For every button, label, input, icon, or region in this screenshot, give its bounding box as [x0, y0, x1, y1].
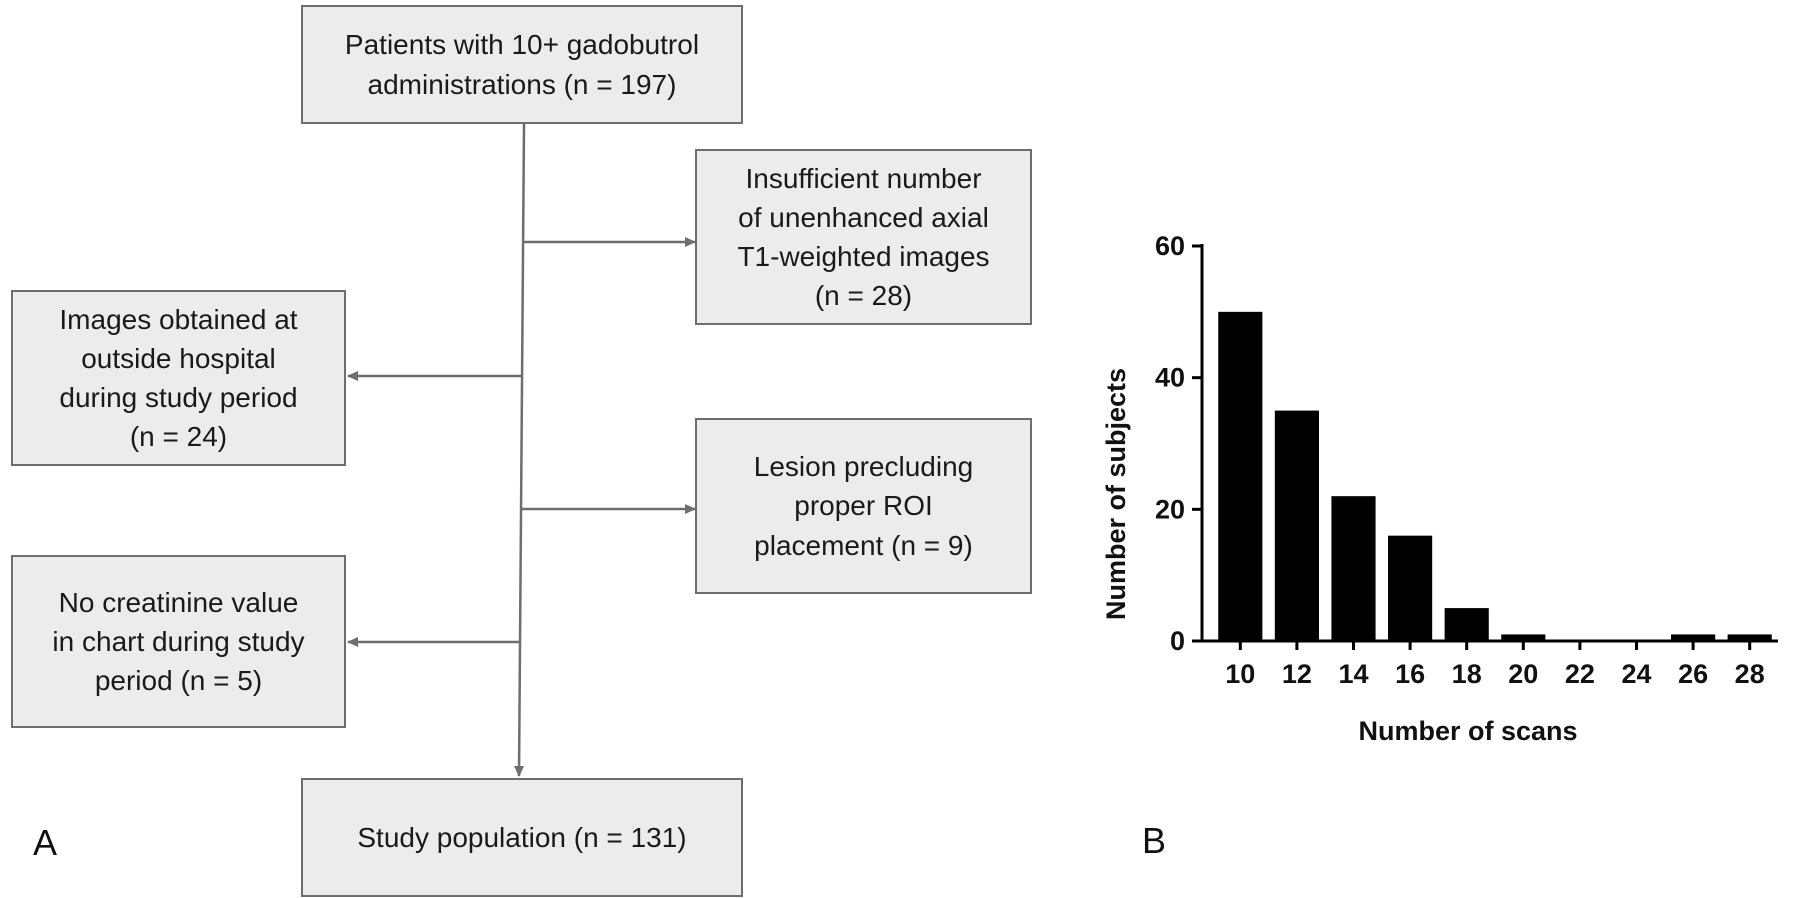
bar-26 — [1671, 634, 1716, 641]
panel-label-a: A — [33, 822, 58, 863]
y-tick-label-20: 20 — [1155, 494, 1185, 524]
x-tick-label-20: 20 — [1508, 659, 1538, 689]
box-final: Study population (n = 131) — [301, 778, 743, 897]
box-exclude-outside-text: Images obtained at outside hospital duri… — [59, 303, 298, 453]
main-vertical-line — [514, 123, 526, 777]
x-tick-label-12: 12 — [1282, 659, 1312, 689]
bar-16 — [1388, 535, 1433, 641]
bar-14 — [1331, 496, 1376, 641]
bar-20 — [1501, 634, 1546, 641]
x-tick-label-28: 28 — [1735, 659, 1765, 689]
bar-12 — [1274, 410, 1319, 641]
bar-18 — [1444, 608, 1489, 641]
x-tick-label-14: 14 — [1338, 659, 1368, 689]
x-tick-label-26: 26 — [1678, 659, 1708, 689]
y-tick-label-40: 40 — [1155, 363, 1185, 393]
box-final-text: Study population (n = 131) — [357, 821, 687, 853]
box-start-text: Patients with 10+ gadobutrol administrat… — [344, 29, 700, 100]
panel-label-b: B — [1142, 820, 1167, 861]
x-tick-label-16: 16 — [1395, 659, 1425, 689]
x-tick-label-18: 18 — [1452, 659, 1482, 689]
box-exclude-t1: Insufficient number of unenhanced axial … — [695, 149, 1032, 325]
box-exclude-creatinine: No creatinine value in chart during stud… — [11, 555, 346, 728]
x-tick-label-24: 24 — [1621, 659, 1651, 689]
box-exclude-outside: Images obtained at outside hospital duri… — [11, 290, 346, 466]
chart-ylabel: Number of subjects — [1101, 368, 1131, 620]
y-tick-label-60: 60 — [1155, 231, 1185, 261]
chart-bars — [1218, 311, 1772, 641]
bar-10 — [1218, 311, 1263, 641]
bar-28 — [1727, 634, 1772, 641]
chart-ticks: 10 12 14 16 18 20 22 24 26 28 0 20 40 60 — [1155, 231, 1765, 689]
x-tick-label-22: 22 — [1565, 659, 1595, 689]
y-tick-label-0: 0 — [1170, 626, 1185, 656]
box-exclude-creatinine-text: No creatinine value in chart during stud… — [52, 586, 305, 697]
box-exclude-lesion: Lesion precluding proper ROI placement (… — [695, 418, 1032, 594]
box-exclude-t1-text: Insufficient number of unenhanced axial … — [737, 162, 990, 312]
x-tick-label-10: 10 — [1225, 659, 1255, 689]
box-exclude-lesion-text: Lesion precluding proper ROI placement (… — [753, 451, 974, 561]
chart-xlabel: Number of scans — [1358, 716, 1577, 746]
box-start: Patients with 10+ gadobutrol administrat… — [301, 5, 743, 124]
